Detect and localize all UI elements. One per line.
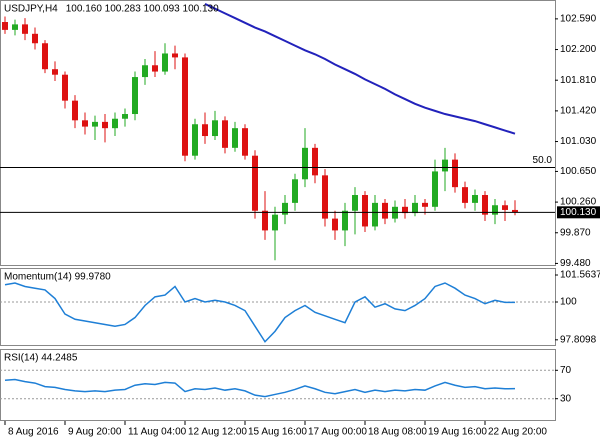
panel-frame (0, 0, 556, 266)
candle-body (62, 74, 68, 101)
candle-body (502, 205, 508, 210)
candle-body (192, 124, 198, 156)
y-tick-label: 102.590 (560, 14, 597, 25)
moving-average (204, 3, 516, 135)
candle-body (102, 121, 108, 129)
y-tick-label: 100 (560, 297, 577, 308)
candle-body (142, 65, 148, 78)
candle-body (72, 100, 78, 121)
candle-body (272, 214, 278, 231)
candle-body (12, 24, 18, 30)
candle-body (92, 121, 98, 127)
candle-body (372, 202, 378, 227)
y-tick-label: 101.810 (560, 75, 597, 86)
candle-body (122, 114, 128, 119)
indicator-line (4, 378, 516, 398)
x-tick-label: 18 Aug 08:00 (368, 427, 427, 438)
candle-body (452, 159, 458, 188)
last-price-box (557, 206, 600, 219)
fibo-label: 50.0 (533, 155, 553, 166)
x-tick-label: 9 Aug 20:00 (68, 427, 122, 438)
candle-body (202, 124, 208, 137)
candle-body (242, 128, 248, 156)
ohlc-label: 100.160 100.283 100.093 100.130 (66, 4, 219, 15)
candle-body (152, 65, 158, 72)
indicator-line (4, 282, 516, 343)
x-tick-label: 8 Aug 2016 (8, 427, 59, 438)
candle-body (22, 24, 28, 34)
y-tick-label: 70 (560, 365, 572, 376)
candle-body (282, 202, 288, 215)
panel-title: RSI(14) 44.2485 (4, 353, 78, 364)
candle-body (492, 205, 498, 215)
candle-body (322, 175, 328, 219)
candle-body (292, 179, 298, 203)
panel-frame (0, 268, 556, 346)
candle-body (402, 206, 408, 214)
candle-body (312, 147, 318, 176)
y-tick-label: 99.480 (560, 258, 591, 269)
candle-body (302, 147, 308, 180)
candle-body (232, 128, 238, 148)
candle-body (172, 53, 178, 58)
candle-body (412, 202, 418, 214)
candle-body (432, 171, 438, 207)
candle-body (82, 120, 88, 127)
y-tick-label: 102.200 (560, 44, 597, 55)
panel-title: USDJPY,H4 (4, 4, 58, 15)
candle-body (362, 195, 368, 227)
y-tick-label: 101.5637 (560, 270, 600, 281)
candle-body (252, 155, 258, 211)
candle-body (442, 159, 448, 172)
y-tick-label: 99.870 (560, 227, 591, 238)
candle-body (212, 120, 218, 137)
x-tick-label: 15 Aug 16:00 (248, 427, 307, 438)
candle-body (52, 69, 58, 75)
panel-title: Momentum(14) 99.9780 (4, 272, 111, 283)
panel-frame (0, 349, 556, 421)
candle-body (32, 33, 38, 44)
candle-body (112, 118, 118, 129)
last-price-label: 100.130 (560, 207, 597, 218)
candle-body (332, 218, 338, 231)
candle-body (512, 209, 518, 213)
candle-body (352, 195, 358, 211)
candle-body (162, 53, 168, 72)
y-tick-label: 100.260 (560, 197, 597, 208)
y-tick-label: 100.650 (560, 166, 597, 177)
candle-body (462, 187, 468, 203)
candle-body (472, 195, 478, 203)
y-tick-label: 97.8098 (560, 334, 597, 345)
x-tick-label: 19 Aug 16:00 (428, 427, 487, 438)
x-tick-label: 12 Aug 12:00 (188, 427, 247, 438)
candle-body (342, 210, 348, 231)
y-tick-label: 101.420 (560, 106, 597, 117)
candle-body (42, 43, 48, 70)
candle-body (482, 195, 488, 215)
x-tick-label: 11 Aug 04:00 (128, 427, 187, 438)
y-tick-label: 30 (560, 393, 572, 404)
candle-body (382, 202, 388, 219)
candle-body (222, 120, 228, 148)
candle-body (182, 57, 188, 156)
x-tick-label: 17 Aug 00:00 (308, 427, 367, 438)
candle-body (132, 77, 138, 115)
y-tick-label: 101.030 (560, 136, 597, 147)
x-tick-label: 22 Aug 20:00 (488, 427, 547, 438)
candle-body (2, 22, 8, 30)
candle-body (262, 210, 268, 231)
candle-body (422, 202, 428, 207)
